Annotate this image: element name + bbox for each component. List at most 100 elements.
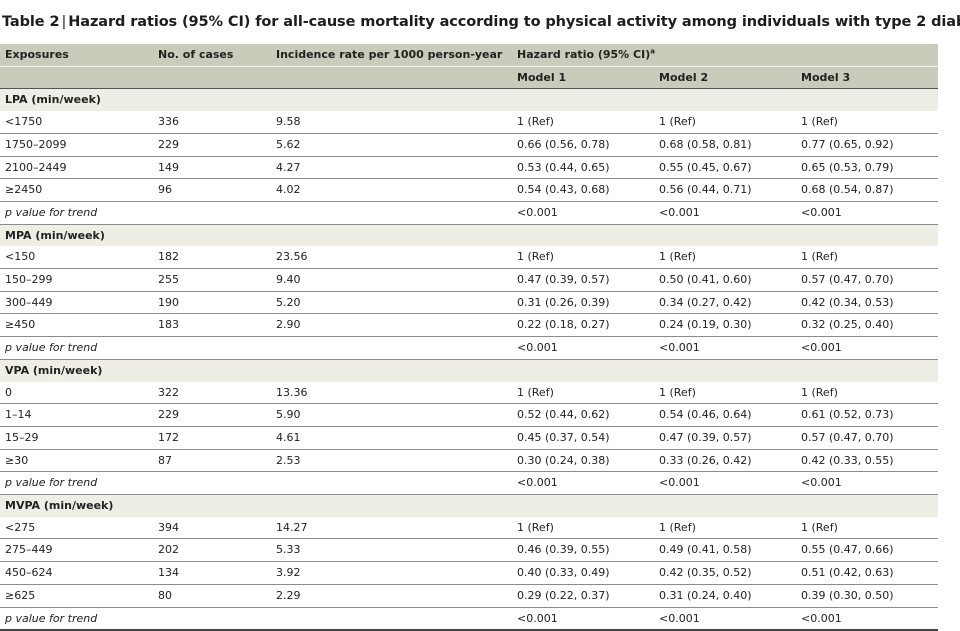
header-incidence: Incidence rate per 1000 person-year: [271, 44, 512, 67]
cell-model-1: 1 (Ref): [512, 381, 654, 405]
cell-model-1: <0.001: [512, 336, 654, 360]
hazard-ratio-table: Exposures No. of cases Incidence rate pe…: [0, 44, 938, 631]
cell-model-2: 1 (Ref): [654, 381, 796, 405]
cell-incidence: 2.90: [271, 313, 512, 338]
cell-incidence: 5.20: [271, 291, 512, 315]
cell-exposure: <150: [0, 246, 153, 270]
table-row: <1750 336 9.58 1 (Ref) 1 (Ref) 1 (Ref): [0, 111, 938, 134]
trend-row: p value for trend <0.001 <0.001 <0.001: [0, 607, 938, 631]
header-blank: [153, 66, 271, 90]
cell-model-2: 0.68 (0.58, 0.81): [654, 133, 796, 157]
cell-model-3: <0.001: [796, 336, 938, 360]
cell-exposure: ≥450: [0, 313, 153, 338]
cell-cases: 322: [153, 381, 271, 405]
cell-model-3: 0.61 (0.52, 0.73): [796, 403, 938, 427]
cell-model-1: <0.001: [512, 471, 654, 496]
cell-model-1: <0.001: [512, 201, 654, 225]
trend-row: p value for trend <0.001 <0.001 <0.001: [0, 201, 938, 225]
title-separator: |: [61, 14, 67, 30]
cell-incidence: 2.29: [271, 584, 512, 608]
cell-model-2: <0.001: [654, 336, 796, 360]
cell-cases: 96: [153, 178, 271, 202]
table-caption: Hazard ratios (95% CI) for all-cause mor…: [68, 14, 960, 30]
cell-cases: 394: [153, 516, 271, 540]
header-blank: [271, 66, 512, 90]
cell-model-3: 1 (Ref): [796, 111, 938, 134]
header-cases: No. of cases: [153, 44, 271, 67]
cell-model-1: 0.30 (0.24, 0.38): [512, 449, 654, 473]
cell-model-1: 0.52 (0.44, 0.62): [512, 403, 654, 427]
cell-incidence: 4.02: [271, 178, 512, 202]
cell-incidence: [271, 336, 512, 360]
cell-exposure: 1–14: [0, 403, 153, 427]
section-header-row: MPA (min/week): [0, 224, 938, 247]
cell-incidence: 4.27: [271, 156, 512, 180]
cell-incidence: [271, 607, 512, 631]
cell-model-2: 0.24 (0.19, 0.30): [654, 313, 796, 338]
cell-model-1: 0.29 (0.22, 0.37): [512, 584, 654, 608]
header-model-3: Model 3: [796, 66, 938, 90]
cell-cases: 87: [153, 449, 271, 473]
cell-exposure: 300–449: [0, 291, 153, 315]
cell-model-2: 0.42 (0.35, 0.52): [654, 561, 796, 585]
cell-model-3: 1 (Ref): [796, 246, 938, 270]
cell-model-2: 0.33 (0.26, 0.42): [654, 449, 796, 473]
table-row: <150 182 23.56 1 (Ref) 1 (Ref) 1 (Ref): [0, 246, 938, 270]
table-row: <275 394 14.27 1 (Ref) 1 (Ref) 1 (Ref): [0, 516, 938, 540]
cell-model-2: 0.55 (0.45, 0.67): [654, 156, 796, 180]
table-row: ≥2450 96 4.02 0.54 (0.43, 0.68) 0.56 (0.44, …: [0, 178, 938, 202]
header-model-2: Model 2: [654, 66, 796, 90]
cell-model-2: 0.56 (0.44, 0.71): [654, 178, 796, 202]
cell-model-2: 1 (Ref): [654, 111, 796, 134]
cell-model-1: 1 (Ref): [512, 516, 654, 540]
cell-incidence: 5.62: [271, 133, 512, 157]
cell-model-1: 1 (Ref): [512, 246, 654, 270]
trend-row: p value for trend <0.001 <0.001 <0.001: [0, 471, 938, 496]
section-title: MVPA (min/week): [0, 494, 938, 517]
cell-model-3: 0.57 (0.47, 0.70): [796, 426, 938, 450]
cell-exposure: ≥625: [0, 584, 153, 608]
cell-model-3: 0.77 (0.65, 0.92): [796, 133, 938, 157]
cell-model-2: 1 (Ref): [654, 246, 796, 270]
cell-model-2: <0.001: [654, 201, 796, 225]
cell-cases: 182: [153, 246, 271, 270]
cell-model-2: 1 (Ref): [654, 516, 796, 540]
cell-exposure: <1750: [0, 111, 153, 134]
section-title: LPA (min/week): [0, 88, 938, 112]
cell-model-1: 0.47 (0.39, 0.57): [512, 268, 654, 292]
section-header-row: VPA (min/week): [0, 359, 938, 382]
cell-model-3: 0.32 (0.25, 0.40): [796, 313, 938, 338]
cell-model-2: 0.31 (0.24, 0.40): [654, 584, 796, 608]
header-exposures: Exposures: [0, 44, 153, 67]
table-body: LPA (min/week) <1750 336 9.58 1 (Ref) 1 (Ref)…: [0, 88, 938, 631]
cell-incidence: 23.56: [271, 246, 512, 270]
cell-model-2: 0.34 (0.27, 0.42): [654, 291, 796, 315]
table-row: 1–14 229 5.90 0.52 (0.44, 0.62) 0.54 (0.46, …: [0, 403, 938, 427]
header-hazard-ratio-label: Hazard ratio (95% CI): [517, 48, 651, 61]
table-row: 150–299 255 9.40 0.47 (0.39, 0.57) 0.50 (0.4…: [0, 268, 938, 292]
cell-incidence: 5.33: [271, 538, 512, 563]
cell-cases: 149: [153, 156, 271, 180]
section-header-row: LPA (min/week): [0, 88, 938, 112]
table-row: 0 322 13.36 1 (Ref) 1 (Ref) 1 (Ref): [0, 381, 938, 405]
cell-model-3: 0.39 (0.30, 0.50): [796, 584, 938, 608]
cell-exposure: 150–299: [0, 268, 153, 292]
cell-model-3: <0.001: [796, 471, 938, 496]
cell-exposure: 2100–2449: [0, 156, 153, 180]
cell-model-1: 0.45 (0.37, 0.54): [512, 426, 654, 450]
table-row: 450–624 134 3.92 0.40 (0.33, 0.49) 0.42 (0.3…: [0, 561, 938, 585]
cell-model-3: <0.001: [796, 607, 938, 631]
cell-model-1: 0.54 (0.43, 0.68): [512, 178, 654, 202]
cell-model-1: 0.40 (0.33, 0.49): [512, 561, 654, 585]
table-row: 275–449 202 5.33 0.46 (0.39, 0.55) 0.49 (0.4…: [0, 538, 938, 563]
cell-model-3: 0.55 (0.47, 0.66): [796, 538, 938, 563]
cell-model-3: 0.57 (0.47, 0.70): [796, 268, 938, 292]
cell-model-3: <0.001: [796, 201, 938, 225]
cell-incidence: [271, 201, 512, 225]
cell-cases: [153, 471, 271, 496]
cell-exposure: 1750–2099: [0, 133, 153, 157]
table-row: 2100–2449 149 4.27 0.53 (0.44, 0.65) 0.55 (0…: [0, 156, 938, 180]
cell-model-1: 1 (Ref): [512, 111, 654, 134]
cell-incidence: 2.53: [271, 449, 512, 473]
cell-model-3: 0.42 (0.34, 0.53): [796, 291, 938, 315]
